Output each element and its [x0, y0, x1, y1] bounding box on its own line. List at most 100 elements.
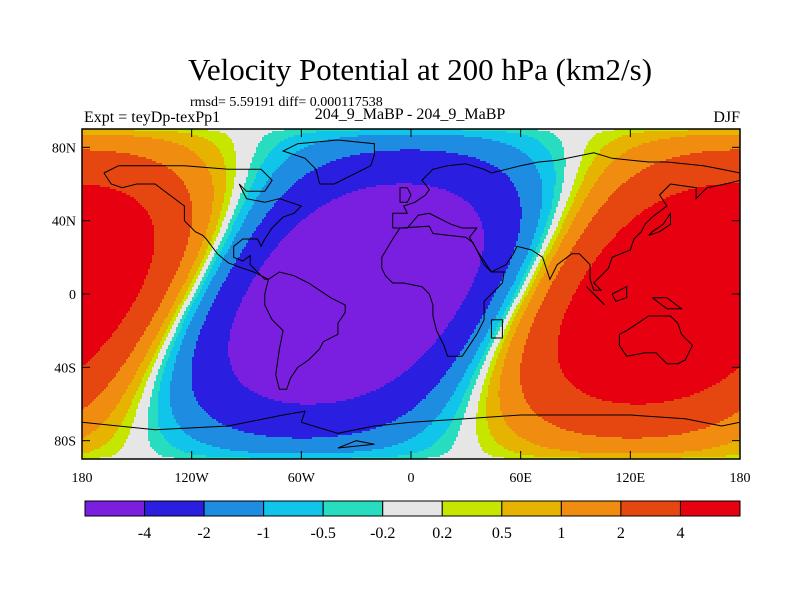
contour-cell — [140, 363, 151, 366]
contour-cell — [148, 271, 177, 274]
contour-cell — [512, 255, 527, 258]
contour-cell — [546, 255, 555, 258]
contour-cell — [82, 427, 99, 430]
contour-cell — [504, 275, 517, 278]
contour-cell — [502, 445, 541, 448]
contour-cell — [570, 195, 577, 198]
contour-cell — [480, 159, 533, 162]
contour-cell — [268, 133, 303, 136]
contour-cell — [452, 395, 465, 398]
contour-cell — [560, 245, 575, 248]
contour-cell — [474, 209, 523, 212]
contour-cell — [190, 227, 209, 230]
contour-cell — [534, 161, 555, 164]
contour-cell — [82, 381, 111, 384]
contour-cell — [138, 403, 151, 406]
contour-cell — [246, 195, 259, 198]
contour-cell — [180, 329, 187, 332]
contour-cell — [184, 295, 189, 298]
contour-cell — [520, 269, 527, 272]
contour-cell — [82, 355, 95, 358]
contour-cell — [482, 341, 491, 344]
contour-cell — [200, 249, 207, 252]
contour-cell — [528, 155, 553, 158]
contour-cell — [558, 201, 567, 204]
contour-cell — [476, 433, 491, 436]
contour-cell — [532, 323, 563, 326]
contour-cell — [516, 243, 533, 246]
contour-cell — [140, 399, 151, 402]
contour-cell — [268, 211, 315, 214]
contour-cell — [360, 153, 459, 156]
contour-cell — [82, 401, 93, 404]
contour-cell — [494, 365, 505, 368]
contour-cell — [584, 153, 599, 156]
season-label: DJF — [713, 109, 740, 126]
contour-cell — [514, 247, 531, 250]
contour-cell — [424, 429, 447, 432]
contour-cell — [554, 169, 565, 172]
colorbar-label: -0.2 — [370, 525, 395, 542]
contour-cell — [530, 289, 537, 292]
contour-cell — [206, 317, 235, 320]
contour-cell — [232, 243, 247, 246]
contour-cell — [502, 171, 539, 174]
contour-cell — [160, 341, 165, 344]
contour-cell — [82, 301, 135, 304]
contour-cell — [118, 403, 133, 406]
contour-cell — [534, 235, 543, 238]
contour-cell — [156, 359, 163, 362]
contour-cell — [160, 429, 183, 432]
contour-cell — [158, 309, 171, 312]
contour-cell — [140, 291, 167, 294]
contour-cell — [426, 427, 449, 430]
contour-cell — [122, 447, 153, 450]
contour-cell — [464, 199, 521, 202]
contour-cell — [194, 275, 199, 278]
contour-cell — [82, 371, 119, 374]
contour-cell — [204, 321, 235, 324]
contour-cell — [516, 315, 523, 318]
contour-cell — [224, 219, 231, 222]
colorbar-label: 0.2 — [432, 525, 452, 542]
contour-cell — [82, 269, 149, 272]
contour-cell — [188, 327, 203, 330]
contour-cell — [256, 227, 295, 230]
contour-cell — [82, 255, 153, 258]
contour-cell — [106, 341, 139, 344]
contour-cell — [468, 403, 479, 406]
contour-cell — [172, 407, 203, 410]
contour-cell — [550, 225, 559, 228]
contour-cell — [230, 359, 419, 362]
contour-cell — [158, 423, 179, 426]
contour-cell — [412, 365, 453, 368]
contour-cell — [250, 167, 261, 170]
contour-cell — [482, 365, 491, 368]
contour-cell — [204, 239, 213, 242]
contour-cell — [560, 363, 740, 366]
contour-cell — [190, 307, 199, 310]
contour-cell — [456, 411, 467, 414]
contour-cell — [588, 225, 627, 228]
contour-cell — [550, 287, 579, 290]
contour-cell — [510, 261, 525, 264]
contour-cell — [712, 385, 740, 388]
contour-cell — [186, 329, 201, 332]
contour-cell — [214, 143, 235, 146]
contour-cell — [116, 407, 131, 410]
contour-cell — [82, 293, 139, 296]
contour-cell — [188, 305, 193, 308]
contour-cell — [522, 315, 537, 318]
contour-cell — [476, 211, 523, 214]
contour-cell — [192, 361, 231, 364]
contour-cell — [468, 385, 475, 388]
coastline — [82, 410, 740, 434]
contour-cell — [552, 223, 559, 226]
coastline — [648, 211, 671, 236]
contour-cell — [476, 275, 505, 278]
contour-cell — [580, 187, 593, 190]
contour-cell — [244, 203, 255, 206]
contour-cell — [650, 141, 740, 144]
contour-cell — [596, 435, 669, 438]
contour-cell — [508, 313, 513, 316]
